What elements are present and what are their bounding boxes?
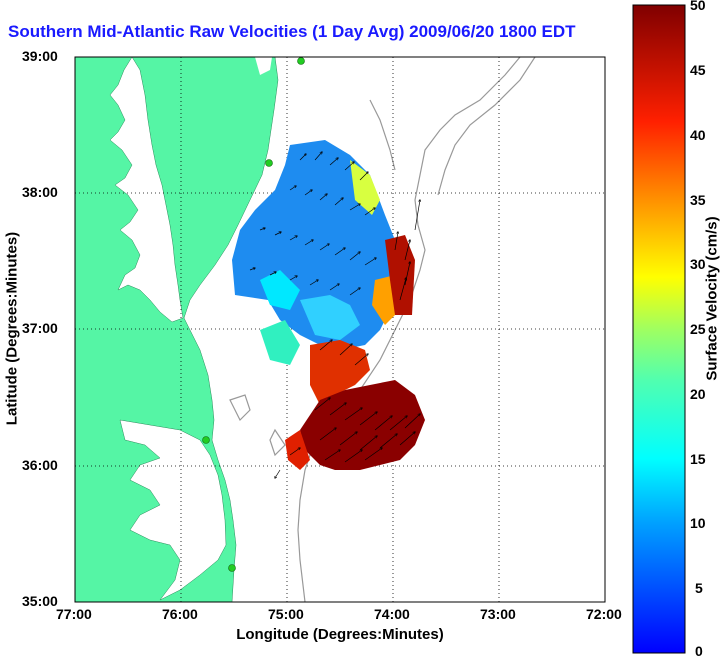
y-axis-label: Latitude (Degrees:Minutes) xyxy=(3,231,21,426)
colorbar-tick-label: 0 xyxy=(695,643,703,659)
velocity-region-westgreen xyxy=(260,320,300,365)
radar-stations xyxy=(202,57,305,572)
x-axis-label: Longitude (Degrees:Minutes) xyxy=(236,626,444,643)
delaware-bay xyxy=(255,57,272,75)
xtick-label: 74:00 xyxy=(374,606,410,622)
colorbar-tick-label: 20 xyxy=(690,386,706,402)
colorbar-label: Surface Velocity (cm/s) xyxy=(703,216,721,381)
map-title: Southern Mid-Atlantic Raw Velocities (1 … xyxy=(8,22,576,41)
colorbar-tick-label: 15 xyxy=(690,451,706,467)
colorbar-tick-label: 50 xyxy=(690,0,706,13)
chesapeake-bay xyxy=(109,57,184,323)
colorbar-tick-label: 40 xyxy=(690,127,706,143)
velocity-region-yellow xyxy=(350,160,380,215)
radar-station-marker xyxy=(297,57,305,65)
velocity-region-redeast xyxy=(385,235,415,315)
colorbar xyxy=(632,4,686,654)
velocity-region-redmid xyxy=(310,340,370,405)
xtick-label: 75:00 xyxy=(268,606,304,622)
axis-frame xyxy=(74,56,606,603)
xtick-label: 77:00 xyxy=(56,606,92,622)
xtick-label: 76:00 xyxy=(162,606,198,622)
velocity-region-mid xyxy=(300,295,360,340)
velocity-region-lowerred xyxy=(300,380,425,470)
colorbar-tick-label: 10 xyxy=(690,515,706,531)
velocity-field xyxy=(232,140,425,470)
colorbar-tick-label: 5 xyxy=(695,580,703,596)
ytick-label: 38:00 xyxy=(22,184,58,200)
map-content xyxy=(75,57,605,602)
ytick-label: 39:00 xyxy=(22,48,58,64)
pamlico-sound xyxy=(119,419,227,601)
colorbar-tick-label: 30 xyxy=(690,256,706,272)
radar-station-marker xyxy=(228,564,236,572)
colorbar-tick-label: 25 xyxy=(690,321,706,337)
ytick-label: 37:00 xyxy=(22,320,58,336)
velocity-vectors xyxy=(249,152,420,478)
colorbar-tick-label: 45 xyxy=(690,62,706,78)
ytick-label: 36:00 xyxy=(22,457,58,473)
xtick-label: 73:00 xyxy=(480,606,516,622)
xtick-label: 72:00 xyxy=(586,606,622,622)
radar-station-marker xyxy=(202,436,210,444)
ytick-label: 35:00 xyxy=(22,593,58,609)
radar-station-marker xyxy=(265,159,273,167)
colorbar-tick-label: 35 xyxy=(690,192,706,208)
bathymetry-contours xyxy=(229,57,536,602)
